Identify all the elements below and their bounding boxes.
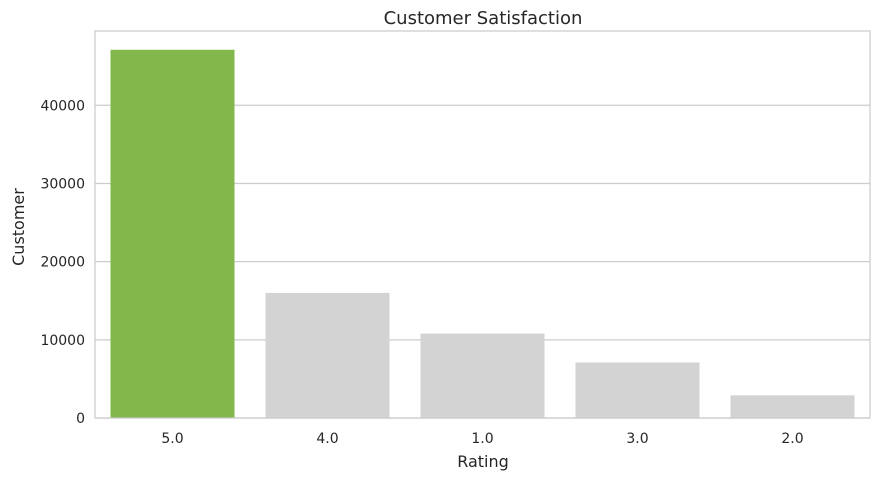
x-axis-label: Rating <box>457 452 509 471</box>
y-tick-label: 30000 <box>40 176 85 192</box>
x-tick-labels: 5.0 4.0 1.0 3.0 2.0 <box>161 431 803 447</box>
y-tick-label: 40000 <box>40 98 85 114</box>
bars <box>110 49 855 418</box>
x-tick-label: 5.0 <box>161 431 183 447</box>
bar-5-0 <box>110 49 235 418</box>
y-tick-label: 0 <box>76 411 85 427</box>
x-tick-label: 3.0 <box>626 431 648 447</box>
chart-title: Customer Satisfaction <box>384 8 583 29</box>
bar-2-0 <box>730 395 855 418</box>
x-tick-label: 2.0 <box>781 431 803 447</box>
y-axis-label: Customer <box>9 188 28 266</box>
plot-frame <box>94 30 871 419</box>
y-tick-label: 10000 <box>40 333 85 349</box>
bar-4-0 <box>265 292 390 418</box>
y-tick-labels: 0 10000 20000 30000 40000 <box>40 98 85 427</box>
y-tick-label: 20000 <box>40 255 85 271</box>
x-tick-label: 1.0 <box>471 431 493 447</box>
bar-3-0 <box>575 362 700 418</box>
bar-1-0 <box>420 333 545 418</box>
x-tick-label: 4.0 <box>316 431 338 447</box>
